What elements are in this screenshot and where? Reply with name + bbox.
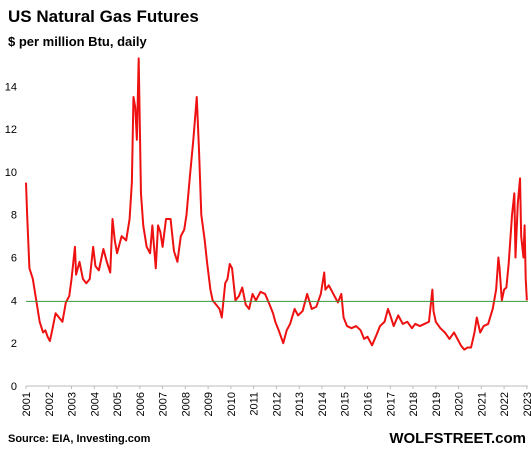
x-tick-label: 2004 bbox=[89, 392, 101, 416]
y-tick-label: 12 bbox=[5, 124, 17, 136]
x-tick-label: 2014 bbox=[317, 392, 329, 416]
x-tick-label: 2016 bbox=[362, 392, 374, 416]
x-tick-label: 2002 bbox=[44, 392, 56, 416]
x-tick-label: 2010 bbox=[226, 392, 238, 416]
source: Source: EIA, Investing.com bbox=[8, 433, 151, 445]
x-tick-label: 2003 bbox=[67, 392, 79, 416]
y-tick-label: 0 bbox=[11, 381, 17, 393]
brand: WOLFSTREET.com bbox=[389, 430, 526, 447]
x-tick-label: 2019 bbox=[431, 392, 443, 416]
chart-title: US Natural Gas Futures bbox=[8, 7, 199, 26]
x-tick-label: 2018 bbox=[408, 392, 420, 416]
y-tick-label: 6 bbox=[11, 253, 17, 265]
x-tick-label: 2008 bbox=[180, 392, 192, 416]
x-tick-label: 2012 bbox=[271, 392, 283, 416]
x-tick-label: 2009 bbox=[203, 392, 215, 416]
y-tick-label: 8 bbox=[11, 210, 17, 222]
x-tick-label: 2013 bbox=[294, 392, 306, 416]
x-tick-label: 2007 bbox=[158, 392, 170, 416]
y-tick-label: 4 bbox=[11, 295, 17, 307]
x-tick-label: 2021 bbox=[476, 392, 488, 416]
y-tick-label: 14 bbox=[5, 81, 17, 93]
x-tick-label: 2022 bbox=[499, 392, 511, 416]
x-tick-label: 2023 bbox=[522, 392, 531, 416]
x-tick-label: 2006 bbox=[135, 392, 147, 416]
price-line bbox=[25, 57, 528, 351]
x-tick-label: 2011 bbox=[249, 392, 261, 416]
x-tick-label: 2015 bbox=[340, 392, 352, 416]
x-tick-label: 2017 bbox=[385, 392, 397, 416]
x-tick-label: 2001 bbox=[21, 392, 33, 416]
chart-subtitle: $ per million Btu, daily bbox=[8, 34, 147, 49]
x-tick-label: 2020 bbox=[454, 392, 466, 416]
y-tick-label: 2 bbox=[11, 338, 17, 350]
y-tick-label: 10 bbox=[5, 167, 17, 179]
x-tick-label: 2005 bbox=[112, 392, 124, 416]
